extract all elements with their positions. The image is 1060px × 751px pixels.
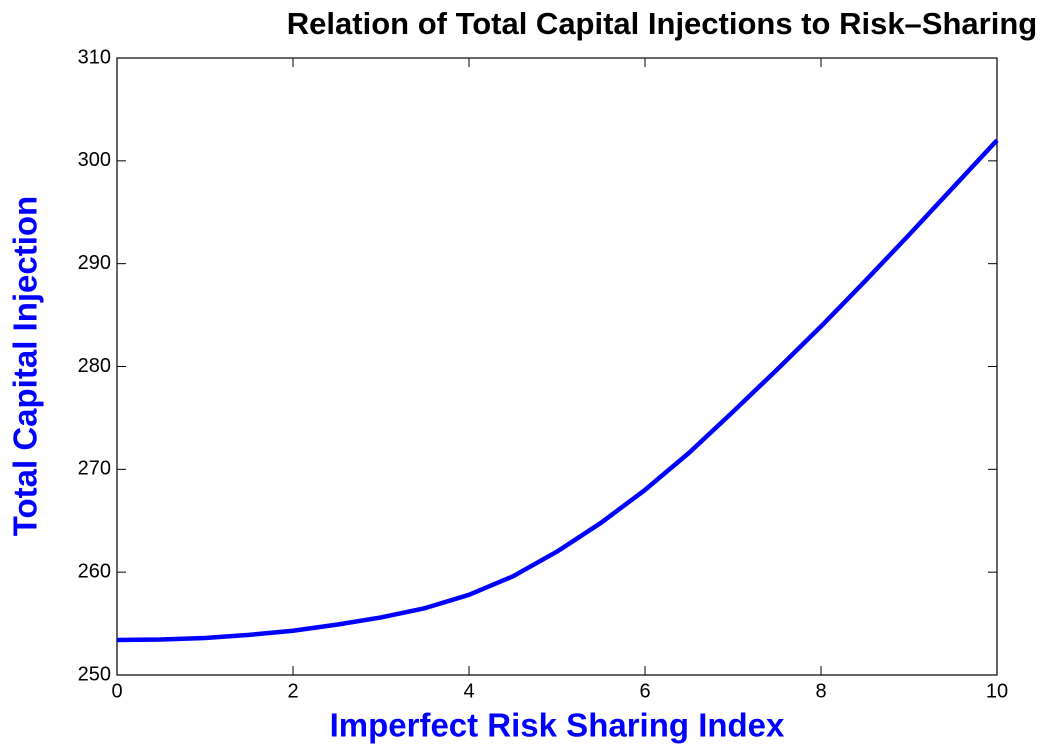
x-tick-label: 10	[986, 680, 1008, 702]
y-tick-label: 250	[78, 663, 111, 685]
x-tick-label: 0	[111, 680, 122, 702]
y-tick-label: 310	[78, 46, 111, 68]
x-axis-label: Imperfect Risk Sharing Index	[330, 707, 785, 744]
x-tick-label: 2	[287, 680, 298, 702]
x-tick-label: 8	[815, 680, 826, 702]
y-tick-label: 280	[78, 355, 111, 377]
chart-title: Relation of Total Capital Injections to …	[287, 6, 1037, 41]
line-series	[116, 138, 999, 643]
x-tick-label: 4	[463, 680, 474, 702]
y-tick-label: 270	[78, 458, 111, 480]
plot-frame	[116, 57, 998, 676]
y-tick-label: 290	[78, 252, 111, 274]
y-tick-label: 300	[78, 149, 111, 171]
y-tick-label: 260	[78, 560, 111, 582]
x-tick-label: 6	[639, 680, 650, 702]
y-axis-label: Total Capital Injection	[7, 196, 44, 536]
